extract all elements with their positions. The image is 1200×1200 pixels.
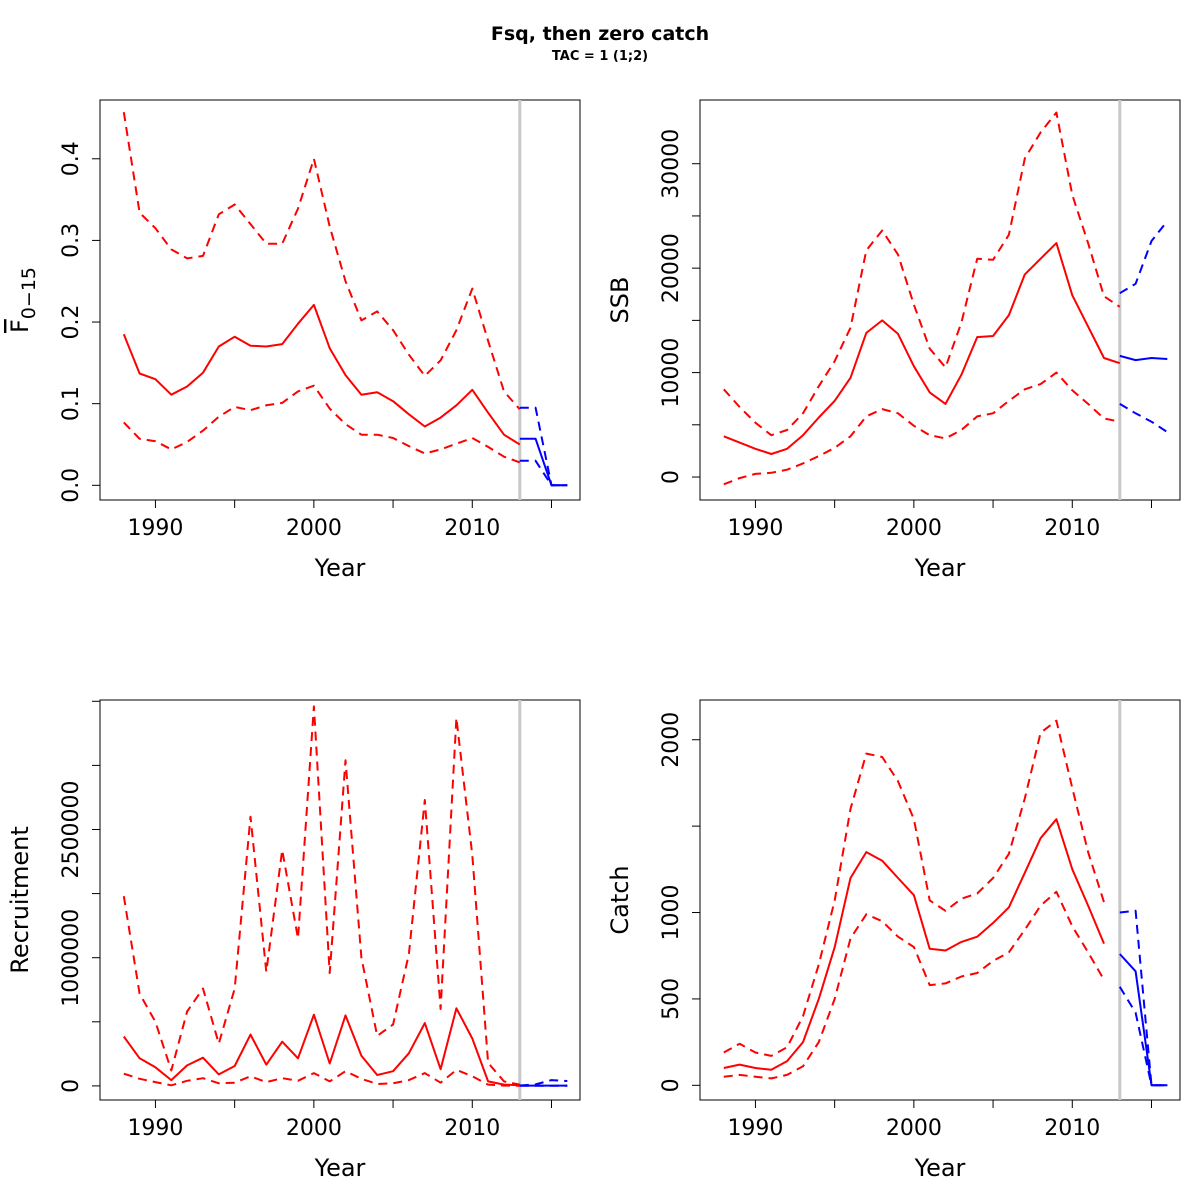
y-tick-label: 0.1 xyxy=(59,386,84,421)
panel-fbar: 1990 2000 2010 0.0 0.1 0.2 0.3 0.4 Year F0−15 xyxy=(6,99,581,582)
series-hist-median xyxy=(723,242,1121,455)
x-tick-label: 2010 xyxy=(1044,516,1100,541)
y-tick-label: 1000 xyxy=(659,885,684,941)
x-tick-label: 2000 xyxy=(886,1116,942,1141)
series-proj-lower xyxy=(519,459,568,487)
y-tick-label: 20000 xyxy=(659,233,684,303)
y-tick-label: 10000 xyxy=(659,338,684,408)
series-hist-lower xyxy=(723,890,1105,1080)
x-axis-label: Year xyxy=(914,1154,966,1182)
x-tick-label: 1990 xyxy=(727,1116,783,1141)
y-axis-label-sub: 0−15 xyxy=(18,267,40,319)
y-tick-label: 0 xyxy=(659,1078,684,1092)
x-tick-label: 1990 xyxy=(127,516,183,541)
y-tick-label: 0.4 xyxy=(59,141,84,176)
figure-title: Fsq, then zero catch xyxy=(491,23,709,45)
x-tick-label: 2010 xyxy=(444,1116,500,1141)
x-tick-label: 2010 xyxy=(444,516,500,541)
y-tick-label: 500 xyxy=(659,978,684,1020)
figure-subtitle: TAC = 1 (1;2) xyxy=(552,49,648,64)
y-axis-label: Catch xyxy=(606,865,634,934)
panel-catch: 1990 2000 2010 0 500 1000 2000 Year Catch xyxy=(606,699,1181,1182)
x-tick-label: 2000 xyxy=(286,516,342,541)
series-hist-lower xyxy=(123,1068,520,1087)
y-tick-label: 0 xyxy=(59,1079,84,1093)
series-hist-upper xyxy=(122,705,520,1086)
series-group xyxy=(122,112,568,487)
y-tick-label: 30000 xyxy=(659,129,684,199)
y-tick-label: 0.3 xyxy=(59,223,84,258)
series-hist-median xyxy=(122,303,521,446)
panels: 1990 2000 20100.00.10.20.30.4YearF0−151990… xyxy=(6,99,1181,1182)
x-axis-label: Year xyxy=(314,1154,366,1182)
x-axis-label: Year xyxy=(914,554,966,582)
series-proj-lower xyxy=(1119,403,1168,433)
y-axis-label: Recruitment xyxy=(6,826,34,973)
series-proj-upper xyxy=(519,406,568,487)
x-tick-label: 1990 xyxy=(727,516,783,541)
series-hist-lower xyxy=(123,384,521,464)
x-tick-label: 2010 xyxy=(1044,1116,1100,1141)
y-tick-label: 2500000 xyxy=(59,780,84,878)
y-axis-label: F0−15 xyxy=(6,267,40,333)
series-hist-upper xyxy=(122,112,521,411)
y-tick-label: 1000000 xyxy=(59,909,84,1007)
x-tick-label: 2000 xyxy=(286,1116,342,1141)
series-group xyxy=(723,111,1169,486)
y-tick-label: 0.2 xyxy=(59,305,84,340)
y-axis-label: SSB xyxy=(606,277,634,324)
y-tick-label: 0.0 xyxy=(59,468,84,503)
x-tick-label: 2000 xyxy=(886,516,942,541)
series-hist-lower xyxy=(723,371,1120,486)
x-axis-label: Year xyxy=(314,554,366,582)
series-group xyxy=(122,705,568,1087)
x-tick-label: 1990 xyxy=(127,1116,183,1141)
series-proj-lower xyxy=(1118,986,1168,1087)
series-hist-median xyxy=(122,1007,520,1087)
y-tick-label: 0 xyxy=(659,470,684,484)
series-proj-upper xyxy=(1119,220,1169,295)
panel-recruitment: 1990 2000 2010 0 1000000 2500000 Year Recruitme… xyxy=(6,699,581,1182)
series-hist-median xyxy=(723,818,1105,1071)
series-hist-upper xyxy=(723,111,1121,437)
series-proj-median xyxy=(1119,354,1168,362)
y-axis-label-main: F xyxy=(6,319,34,333)
y-tick-label: 2000 xyxy=(659,712,684,768)
panel-ssb: 1990 2000 2010 0 10000 20000 30000 Year SSB xyxy=(606,99,1181,582)
series-group xyxy=(723,719,1168,1087)
